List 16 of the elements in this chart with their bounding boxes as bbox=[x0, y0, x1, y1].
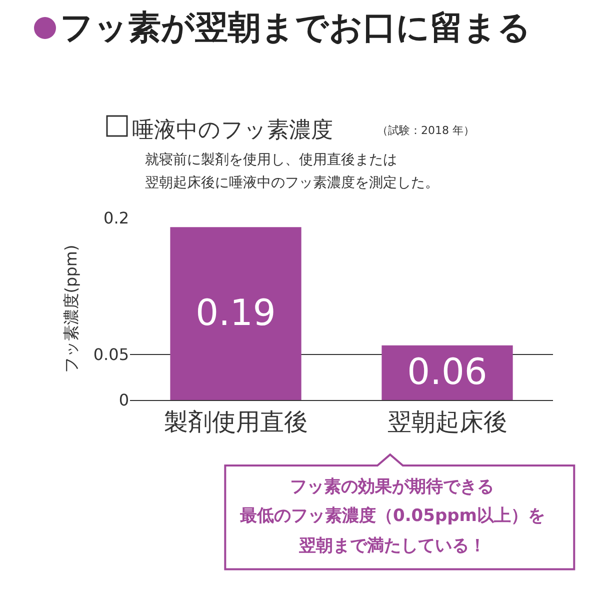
text: （試験：2018 年） bbox=[377, 124, 474, 137]
data-label: 0.19 bbox=[196, 293, 276, 334]
text: 翌朝起床後に唾液中のフッ素濃度を測定した。 bbox=[145, 175, 439, 191]
text: 最低のフッ素濃度（0.05ppm以上）を bbox=[239, 506, 545, 526]
y-axis-title: フッ素濃度(ppm) bbox=[61, 244, 80, 374]
text: フッ素の効果が期待できる bbox=[290, 477, 494, 497]
text: 翌朝まで満たしている！ bbox=[298, 536, 486, 556]
y-tick-label: 0.2 bbox=[104, 208, 129, 228]
y-tick-label: 0 bbox=[118, 390, 129, 410]
chart-subtitle: 唾液中のフッ素濃度 bbox=[132, 118, 333, 143]
x-tick-label: 翌朝起床後 bbox=[387, 408, 508, 436]
chart-title: フッ素が翌朝までお口に留まる bbox=[60, 7, 531, 46]
y-tick-label: 0.05 bbox=[93, 345, 129, 364]
x-tick-label: 製剤使用直後 bbox=[164, 408, 308, 436]
data-label: 0.06 bbox=[407, 352, 488, 394]
text: 就寝前に製剤を使用し、使用直後または bbox=[145, 152, 397, 168]
